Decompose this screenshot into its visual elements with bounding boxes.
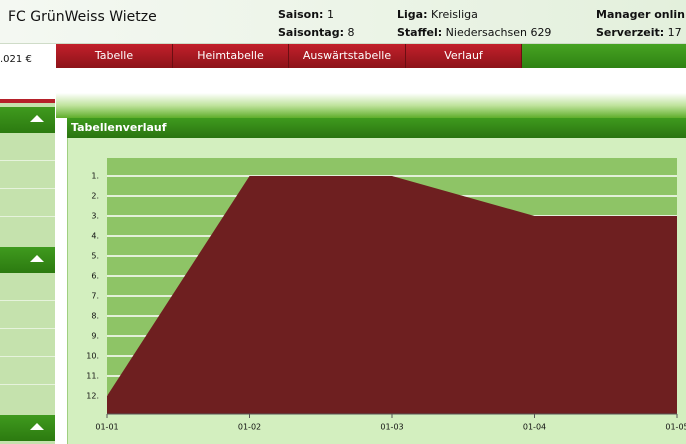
x-tick-label: 01-04 <box>523 423 546 432</box>
info-value: 8 <box>347 26 355 39</box>
x-tick-label: 01-01 <box>95 423 118 432</box>
info-item: Manager onlin <box>596 8 685 21</box>
club-name: FC GrünWeiss Wietze <box>8 9 157 25</box>
divider <box>0 99 55 103</box>
collapse-button[interactable] <box>0 247 55 273</box>
info-value: Kreisliga <box>430 8 478 21</box>
row-line <box>0 300 55 301</box>
row-line <box>0 384 55 385</box>
tab[interactable]: Tabelle <box>56 44 173 68</box>
tab[interactable]: Heimtabelle <box>173 44 289 68</box>
x-tick-label: 01-05 <box>665 423 686 432</box>
tab-bar <box>56 44 522 68</box>
sidebar-top <box>0 44 55 100</box>
row-line <box>0 188 55 189</box>
info-label: Manager onlin <box>596 8 685 21</box>
y-tick-label: 1. <box>91 172 99 181</box>
row-line <box>0 216 55 217</box>
tab-bar-filler <box>522 44 686 68</box>
info-item: Saison: 1 <box>278 8 334 21</box>
y-tick-label: 7. <box>91 292 99 301</box>
y-tick-label: 8. <box>91 312 99 321</box>
collapse-button[interactable] <box>0 415 55 441</box>
row-line <box>0 328 55 329</box>
header <box>0 0 686 44</box>
y-tick-label: 6. <box>91 272 99 281</box>
area <box>107 176 677 414</box>
y-tick-label: 9. <box>91 332 99 341</box>
y-tick-label: 4. <box>91 232 99 241</box>
info-label: Serverzeit: <box>596 26 665 39</box>
grass-banner <box>56 68 686 118</box>
row-line <box>0 160 55 161</box>
arrow-icon <box>30 423 44 430</box>
arrow-icon <box>30 255 44 262</box>
row-line <box>0 356 55 357</box>
info-item: Serverzeit: 17 <box>596 26 682 39</box>
tab[interactable]: Auswärtstabelle <box>289 44 406 68</box>
balance: .021 € <box>0 54 32 65</box>
info-label: Liga: <box>397 8 428 21</box>
x-tick-label: 01-03 <box>380 423 403 432</box>
info-label: Saisontag: <box>278 26 345 39</box>
y-tick-label: 10. <box>86 352 99 361</box>
info-item: Staffel: Niedersachsen 629 <box>397 26 551 39</box>
y-tick-label: 5. <box>91 252 99 261</box>
chart: 1. 2. 3. 4. 5. 6. 7. 8. 9. 10. 11. 12. 01-01 01-02 01-… <box>86 158 686 432</box>
chart-panel: 1. 2. 3. 4. 5. 6. 7. 8. 9. 10. 11. 12. 01-01 01-02 01-… <box>67 138 686 444</box>
panel-title: Tabellenverlauf <box>67 118 686 138</box>
y-tick-label: 2. <box>91 192 99 201</box>
info-label: Staffel: <box>397 26 443 39</box>
x-tick-label: 01-02 <box>238 423 261 432</box>
arrow-icon <box>30 115 44 122</box>
y-tick-label: 11. <box>86 372 99 381</box>
info-label: Saison: <box>278 8 324 21</box>
info-item: Liga: Kreisliga <box>397 8 478 21</box>
info-value: 1 <box>326 8 334 21</box>
info-value: Niedersachsen 629 <box>445 26 552 39</box>
info-value: 17 <box>667 26 682 39</box>
y-tick-label: 12. <box>86 392 99 401</box>
y-tick-label: 3. <box>91 212 99 221</box>
info-item: Saisontag: 8 <box>278 26 355 39</box>
tab[interactable]: Verlauf <box>406 44 522 68</box>
collapse-button[interactable] <box>0 107 55 133</box>
